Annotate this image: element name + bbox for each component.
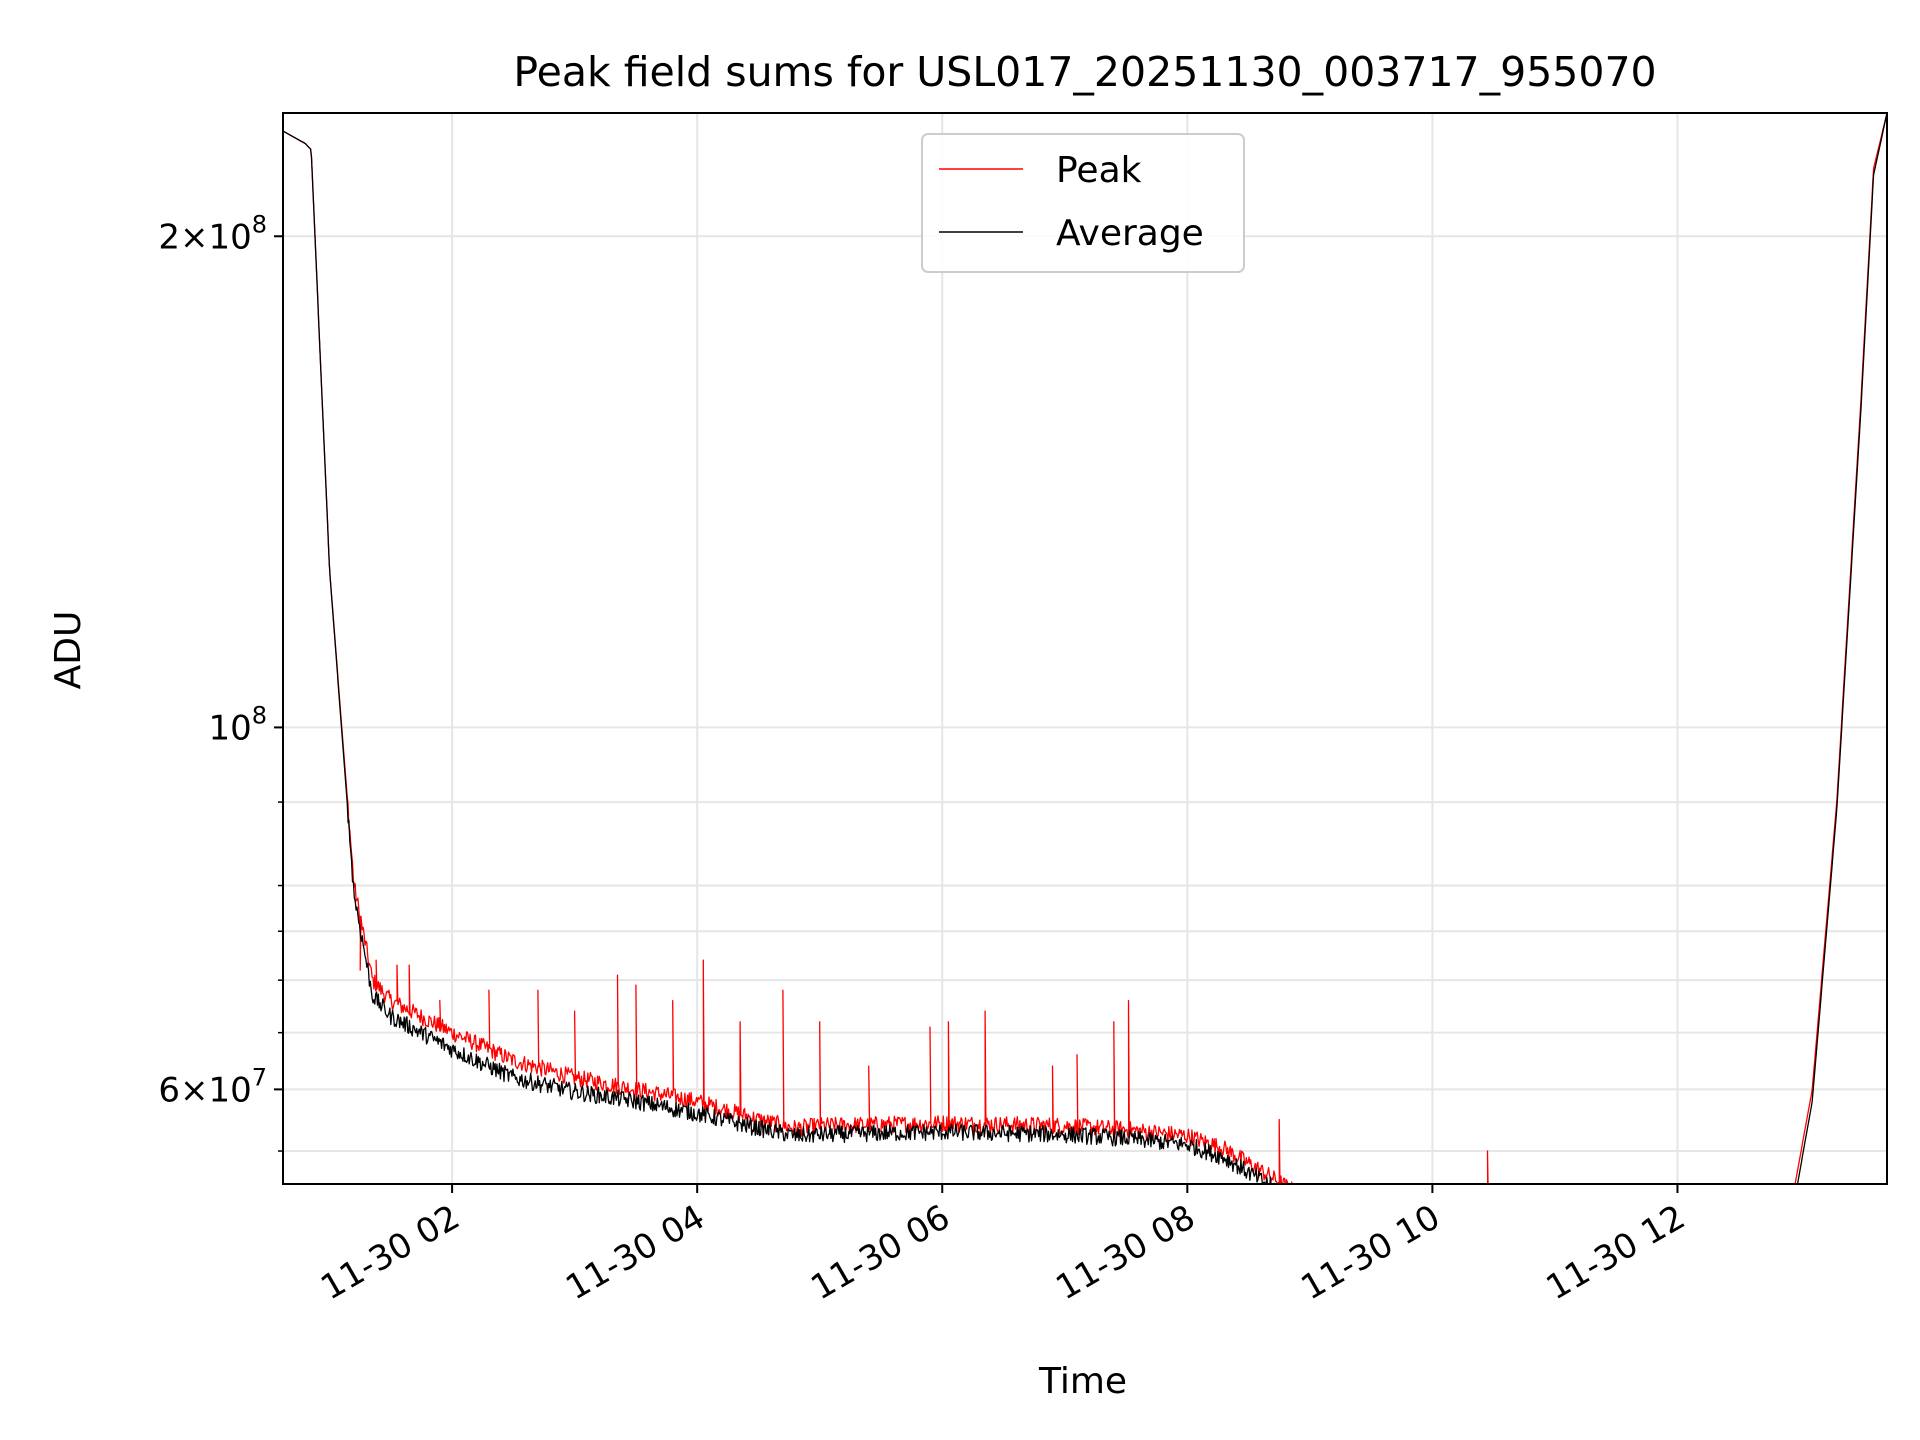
legend-label-average: Average (1056, 213, 1204, 254)
y-tick-label: 6×107 (158, 1063, 267, 1110)
x-axis-label: Time (1038, 1361, 1127, 1402)
y-axis-label: ADU (48, 611, 89, 690)
chart-title: Peak field sums for USL017_20251130_0037… (513, 48, 1656, 96)
y-tick-label: 108 (208, 701, 267, 748)
legend: Peak Average (921, 133, 1245, 273)
series-line-peak (283, 113, 1887, 1184)
y-axis: 6×107 108 2×108 (158, 210, 283, 1152)
legend-label-peak: Peak (1056, 150, 1142, 191)
series-line-average (283, 113, 1887, 1184)
plot-area-frame (282, 112, 1888, 1185)
y-tick-label: 2×108 (158, 210, 267, 257)
series-layer (283, 113, 1887, 1184)
grid (283, 113, 1887, 1184)
